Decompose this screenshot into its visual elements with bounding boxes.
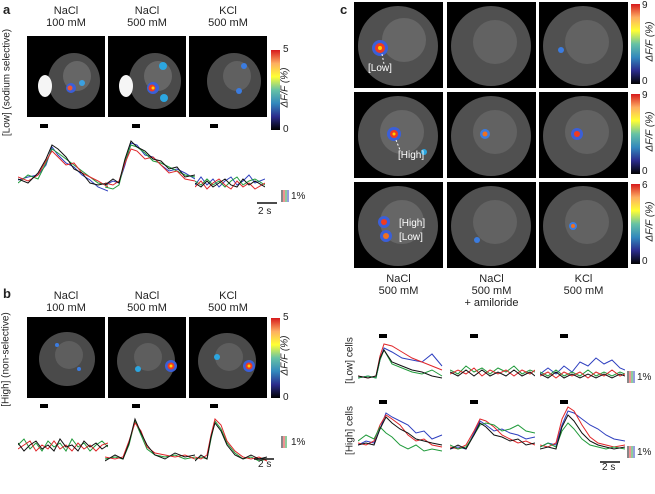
calcium-trace: [540, 406, 625, 450]
column-header: NaCl 500 mM + amiloride: [464, 273, 519, 309]
colorbar-max: 6: [642, 180, 648, 191]
cell-annotation: [High]: [398, 150, 425, 161]
calcium-trace: [195, 418, 268, 462]
amplitude-scale-label: 1%: [291, 191, 306, 202]
stimulus-bar: [40, 404, 48, 408]
microscopy-image: [354, 2, 443, 88]
amplitude-scale-bar: [281, 190, 289, 202]
colorbar-max: 5: [283, 312, 289, 323]
calcium-trace: [358, 412, 443, 452]
cell-annotation: [Low]: [368, 63, 392, 74]
stimulus-bar: [132, 124, 140, 128]
colorbar-min: 0: [283, 392, 289, 403]
microscopy-image: [108, 36, 186, 117]
column-header: NaCl 100 mM: [46, 5, 86, 29]
colorbar: [631, 94, 640, 174]
calcium-trace: [358, 343, 443, 379]
cell-annotation: [Low]: [399, 232, 423, 243]
colorbar-max: 9: [642, 90, 648, 101]
panel-label-c: c: [340, 2, 348, 17]
calcium-trace: [450, 418, 535, 450]
microscopy-image: [447, 2, 536, 88]
microscopy-image: [539, 92, 628, 178]
microscopy-image: [27, 317, 105, 398]
colorbar: [631, 184, 640, 264]
row-label: [High] (non-selective): [0, 312, 12, 407]
colorbar: [271, 318, 280, 398]
stimulus-bar: [40, 124, 48, 128]
column-header: KCl 500 mM: [208, 290, 248, 314]
colorbar-min: 0: [642, 76, 648, 87]
scale-bar: [254, 458, 274, 460]
colorbar-max: 5: [283, 44, 289, 55]
column-header: NaCl 500 mM: [378, 273, 419, 297]
column-header: KCl 500 mM: [563, 273, 604, 297]
column-header: NaCl 100 mM: [46, 290, 86, 314]
cell-annotation: [High]: [399, 218, 426, 229]
microscopy-image: [447, 92, 536, 178]
amplitude-scale-bar: [281, 436, 287, 448]
colorbar-label: ΔF/F (%): [644, 111, 655, 152]
stimulus-bar: [379, 400, 387, 404]
colorbar: [631, 4, 640, 84]
stimulus-bar: [470, 334, 478, 338]
column-header: KCl 500 mM: [208, 5, 248, 29]
stimulus-bar: [560, 400, 568, 404]
amplitude-scale-label: 1%: [637, 372, 652, 383]
row-label: [Low] (sodium selective): [1, 28, 13, 137]
colorbar-label: ΔF/F (%): [644, 201, 655, 242]
time-scale-label: 2 s: [258, 206, 272, 217]
scale-bar: [257, 202, 277, 204]
microscopy-image: [27, 36, 105, 117]
microscopy-image: [189, 317, 267, 398]
stimulus-bar: [210, 124, 218, 128]
microscopy-image: [447, 182, 536, 268]
panel-label-b: b: [3, 286, 11, 301]
calcium-trace: [195, 174, 265, 190]
microscopy-image: [189, 36, 267, 117]
colorbar-label: ΔF/F (%): [279, 67, 291, 108]
stimulus-bar: [470, 400, 478, 404]
amplitude-scale-label: 1%: [291, 437, 306, 448]
colorbar-min: 0: [642, 256, 648, 267]
stimulus-bar: [210, 404, 218, 408]
microscopy-image: [354, 182, 443, 268]
scale-bar: [600, 461, 620, 463]
stimulus-bar: [379, 334, 387, 338]
microscopy-image: [108, 317, 186, 398]
microscopy-image: [354, 92, 443, 178]
amplitude-scale-bar: [627, 446, 635, 458]
calcium-trace: [540, 357, 625, 379]
time-scale-label: 2 s: [602, 462, 616, 473]
colorbar-min: 0: [283, 124, 289, 135]
colorbar-label: ΔF/F (%): [644, 21, 655, 62]
calcium-trace: [450, 365, 535, 377]
amplitude-scale-bar: [627, 371, 635, 383]
colorbar: [271, 50, 280, 130]
colorbar-label: ΔF/F (%): [279, 335, 291, 376]
panel-label-a: a: [3, 2, 11, 17]
microscopy-image: [539, 182, 628, 268]
calcium-trace: [18, 144, 108, 192]
trace-row-label: [Low] cells: [344, 337, 356, 384]
amplitude-scale-label: 1%: [637, 447, 652, 458]
calcium-trace: [18, 438, 108, 452]
column-header: NaCl 500 mM: [127, 290, 167, 314]
time-scale-label: 2 s: [258, 459, 272, 470]
colorbar-max: 9: [642, 0, 648, 11]
calcium-trace: [105, 417, 195, 462]
stimulus-bar: [132, 404, 140, 408]
calcium-trace: [105, 140, 195, 190]
stimulus-bar: [560, 334, 568, 338]
trace-row-label: [High] cells: [344, 406, 356, 455]
microscopy-image: [539, 2, 628, 88]
column-header: NaCl 500 mM: [127, 5, 167, 29]
colorbar-min: 0: [642, 166, 648, 177]
